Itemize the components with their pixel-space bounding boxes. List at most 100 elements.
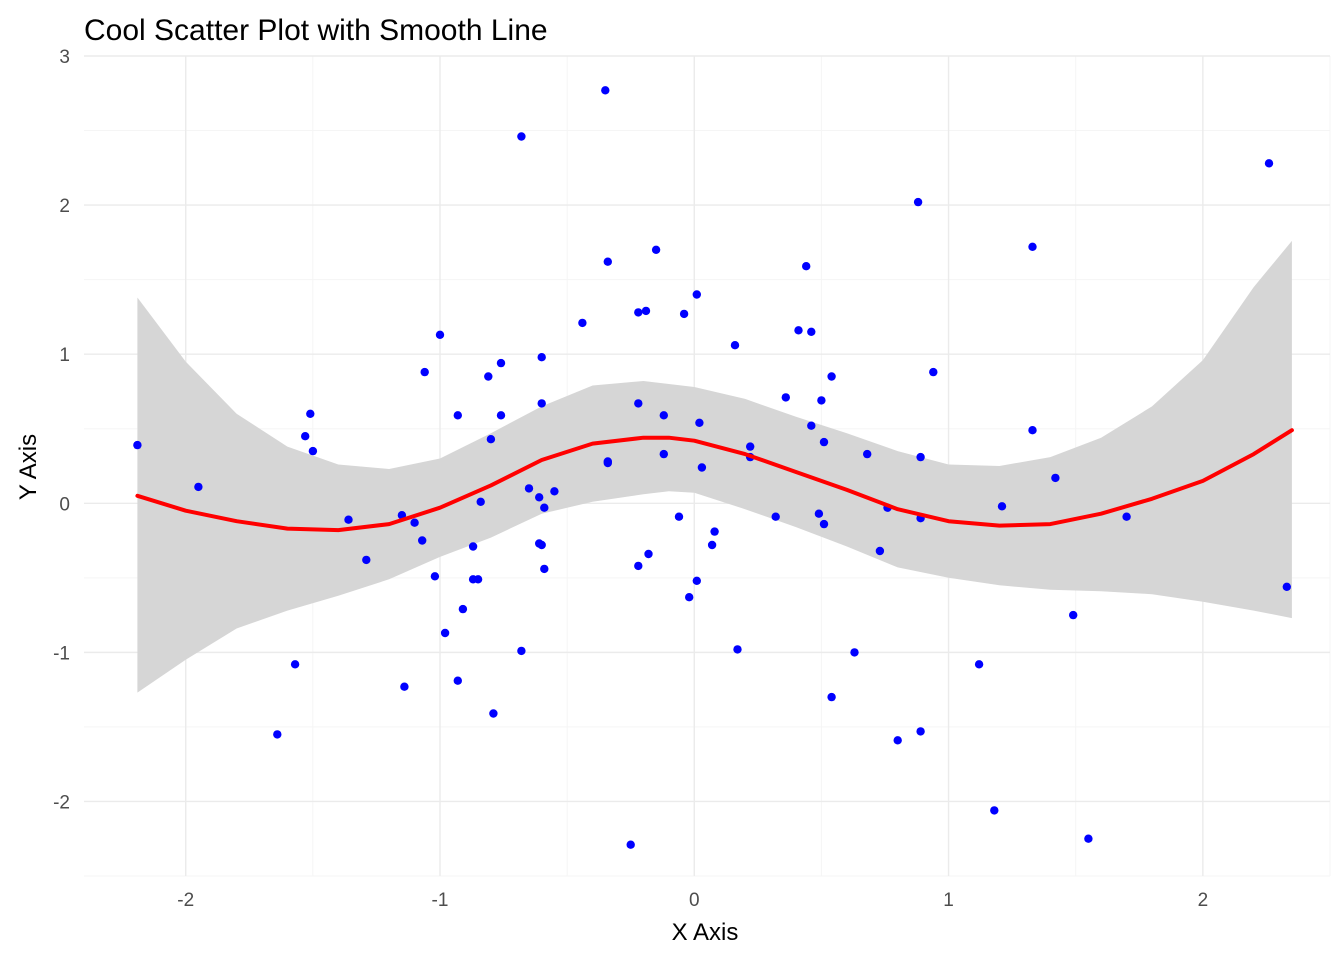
data-point (781, 393, 790, 402)
data-point (484, 372, 493, 381)
x-tick-label: -2 (177, 890, 194, 911)
y-tick-label: 2 (59, 196, 70, 217)
data-point (929, 367, 938, 377)
data-point (794, 326, 803, 335)
data-point (133, 440, 142, 450)
data-point (1069, 610, 1078, 620)
x-tick-label: 2 (1198, 890, 1209, 911)
data-point (435, 330, 445, 339)
data-point (710, 527, 719, 536)
data-point (603, 458, 612, 468)
data-point (306, 409, 315, 418)
data-point (634, 308, 643, 317)
data-points (133, 86, 1292, 849)
data-point (273, 730, 282, 739)
smooth-line-path (135, 428, 1294, 533)
data-point (850, 648, 859, 657)
data-point (535, 493, 544, 502)
y-tick-label: 3 (59, 47, 70, 68)
data-point (194, 482, 203, 492)
y-tick-label: -2 (53, 792, 70, 813)
data-point (1282, 582, 1292, 591)
data-point (679, 309, 689, 319)
data-point (990, 806, 999, 815)
data-point (771, 512, 780, 521)
data-point (578, 318, 587, 328)
data-point (308, 446, 318, 456)
data-point (893, 736, 902, 745)
data-point (486, 435, 496, 444)
data-point (430, 572, 440, 581)
y-axis-title: Y Axis (15, 434, 42, 500)
data-point (489, 709, 498, 718)
data-point (1264, 159, 1274, 168)
data-point (410, 518, 419, 527)
data-point (827, 692, 836, 702)
x-tick-label: -1 (432, 890, 449, 911)
data-point (817, 396, 826, 405)
data-point (692, 290, 701, 299)
data-point (916, 452, 925, 462)
x-axis-title: X Axis (672, 919, 739, 946)
y-tick-label: 1 (59, 345, 70, 366)
data-point (540, 564, 549, 574)
data-point (730, 341, 740, 350)
data-point (626, 840, 635, 849)
confidence-band (137, 240, 1292, 693)
data-point (916, 727, 925, 736)
data-point (733, 645, 742, 654)
data-point (974, 660, 984, 669)
data-point (496, 358, 506, 368)
data-point (634, 561, 643, 571)
data-point (802, 262, 811, 271)
data-point (420, 367, 429, 377)
x-tick-label: 0 (689, 890, 700, 911)
data-point (697, 463, 707, 472)
data-point (517, 646, 526, 656)
data-point (550, 487, 559, 496)
y-tick-label: -1 (53, 643, 70, 664)
data-point (659, 449, 668, 459)
data-point (659, 411, 668, 420)
data-point (1051, 473, 1060, 483)
data-point (819, 519, 829, 529)
data-point (746, 442, 755, 451)
data-point (827, 372, 836, 381)
y-axis-ticks: -2 -1 0 1 2 3 (53, 47, 70, 813)
data-point (603, 257, 612, 266)
data-point (819, 437, 829, 447)
data-point (418, 536, 427, 545)
smooth-line (135, 428, 1294, 533)
data-point (400, 682, 409, 691)
data-point (458, 604, 468, 614)
data-point (453, 676, 462, 685)
data-point (814, 509, 824, 518)
data-point (301, 432, 310, 441)
data-point (1028, 242, 1037, 251)
data-point (651, 245, 661, 254)
data-point (807, 421, 816, 430)
confidence-band-area (137, 240, 1292, 693)
data-point (468, 542, 478, 551)
data-point (807, 327, 816, 336)
data-point (707, 540, 717, 550)
data-point (997, 502, 1007, 511)
data-point (685, 593, 694, 602)
data-point (695, 418, 704, 427)
y-tick-label: 0 (59, 494, 70, 515)
data-point (537, 540, 546, 550)
data-point (601, 86, 610, 95)
data-point (344, 515, 353, 524)
data-point (641, 306, 651, 316)
data-point (440, 628, 450, 638)
data-point (634, 399, 643, 408)
data-point (1028, 426, 1037, 435)
data-point (863, 449, 872, 459)
data-point (473, 575, 483, 584)
data-point (362, 555, 371, 565)
data-point (692, 576, 701, 585)
data-point (290, 660, 300, 669)
data-point (913, 197, 923, 207)
x-axis-ticks: -2 -1 0 1 2 (177, 890, 1208, 911)
